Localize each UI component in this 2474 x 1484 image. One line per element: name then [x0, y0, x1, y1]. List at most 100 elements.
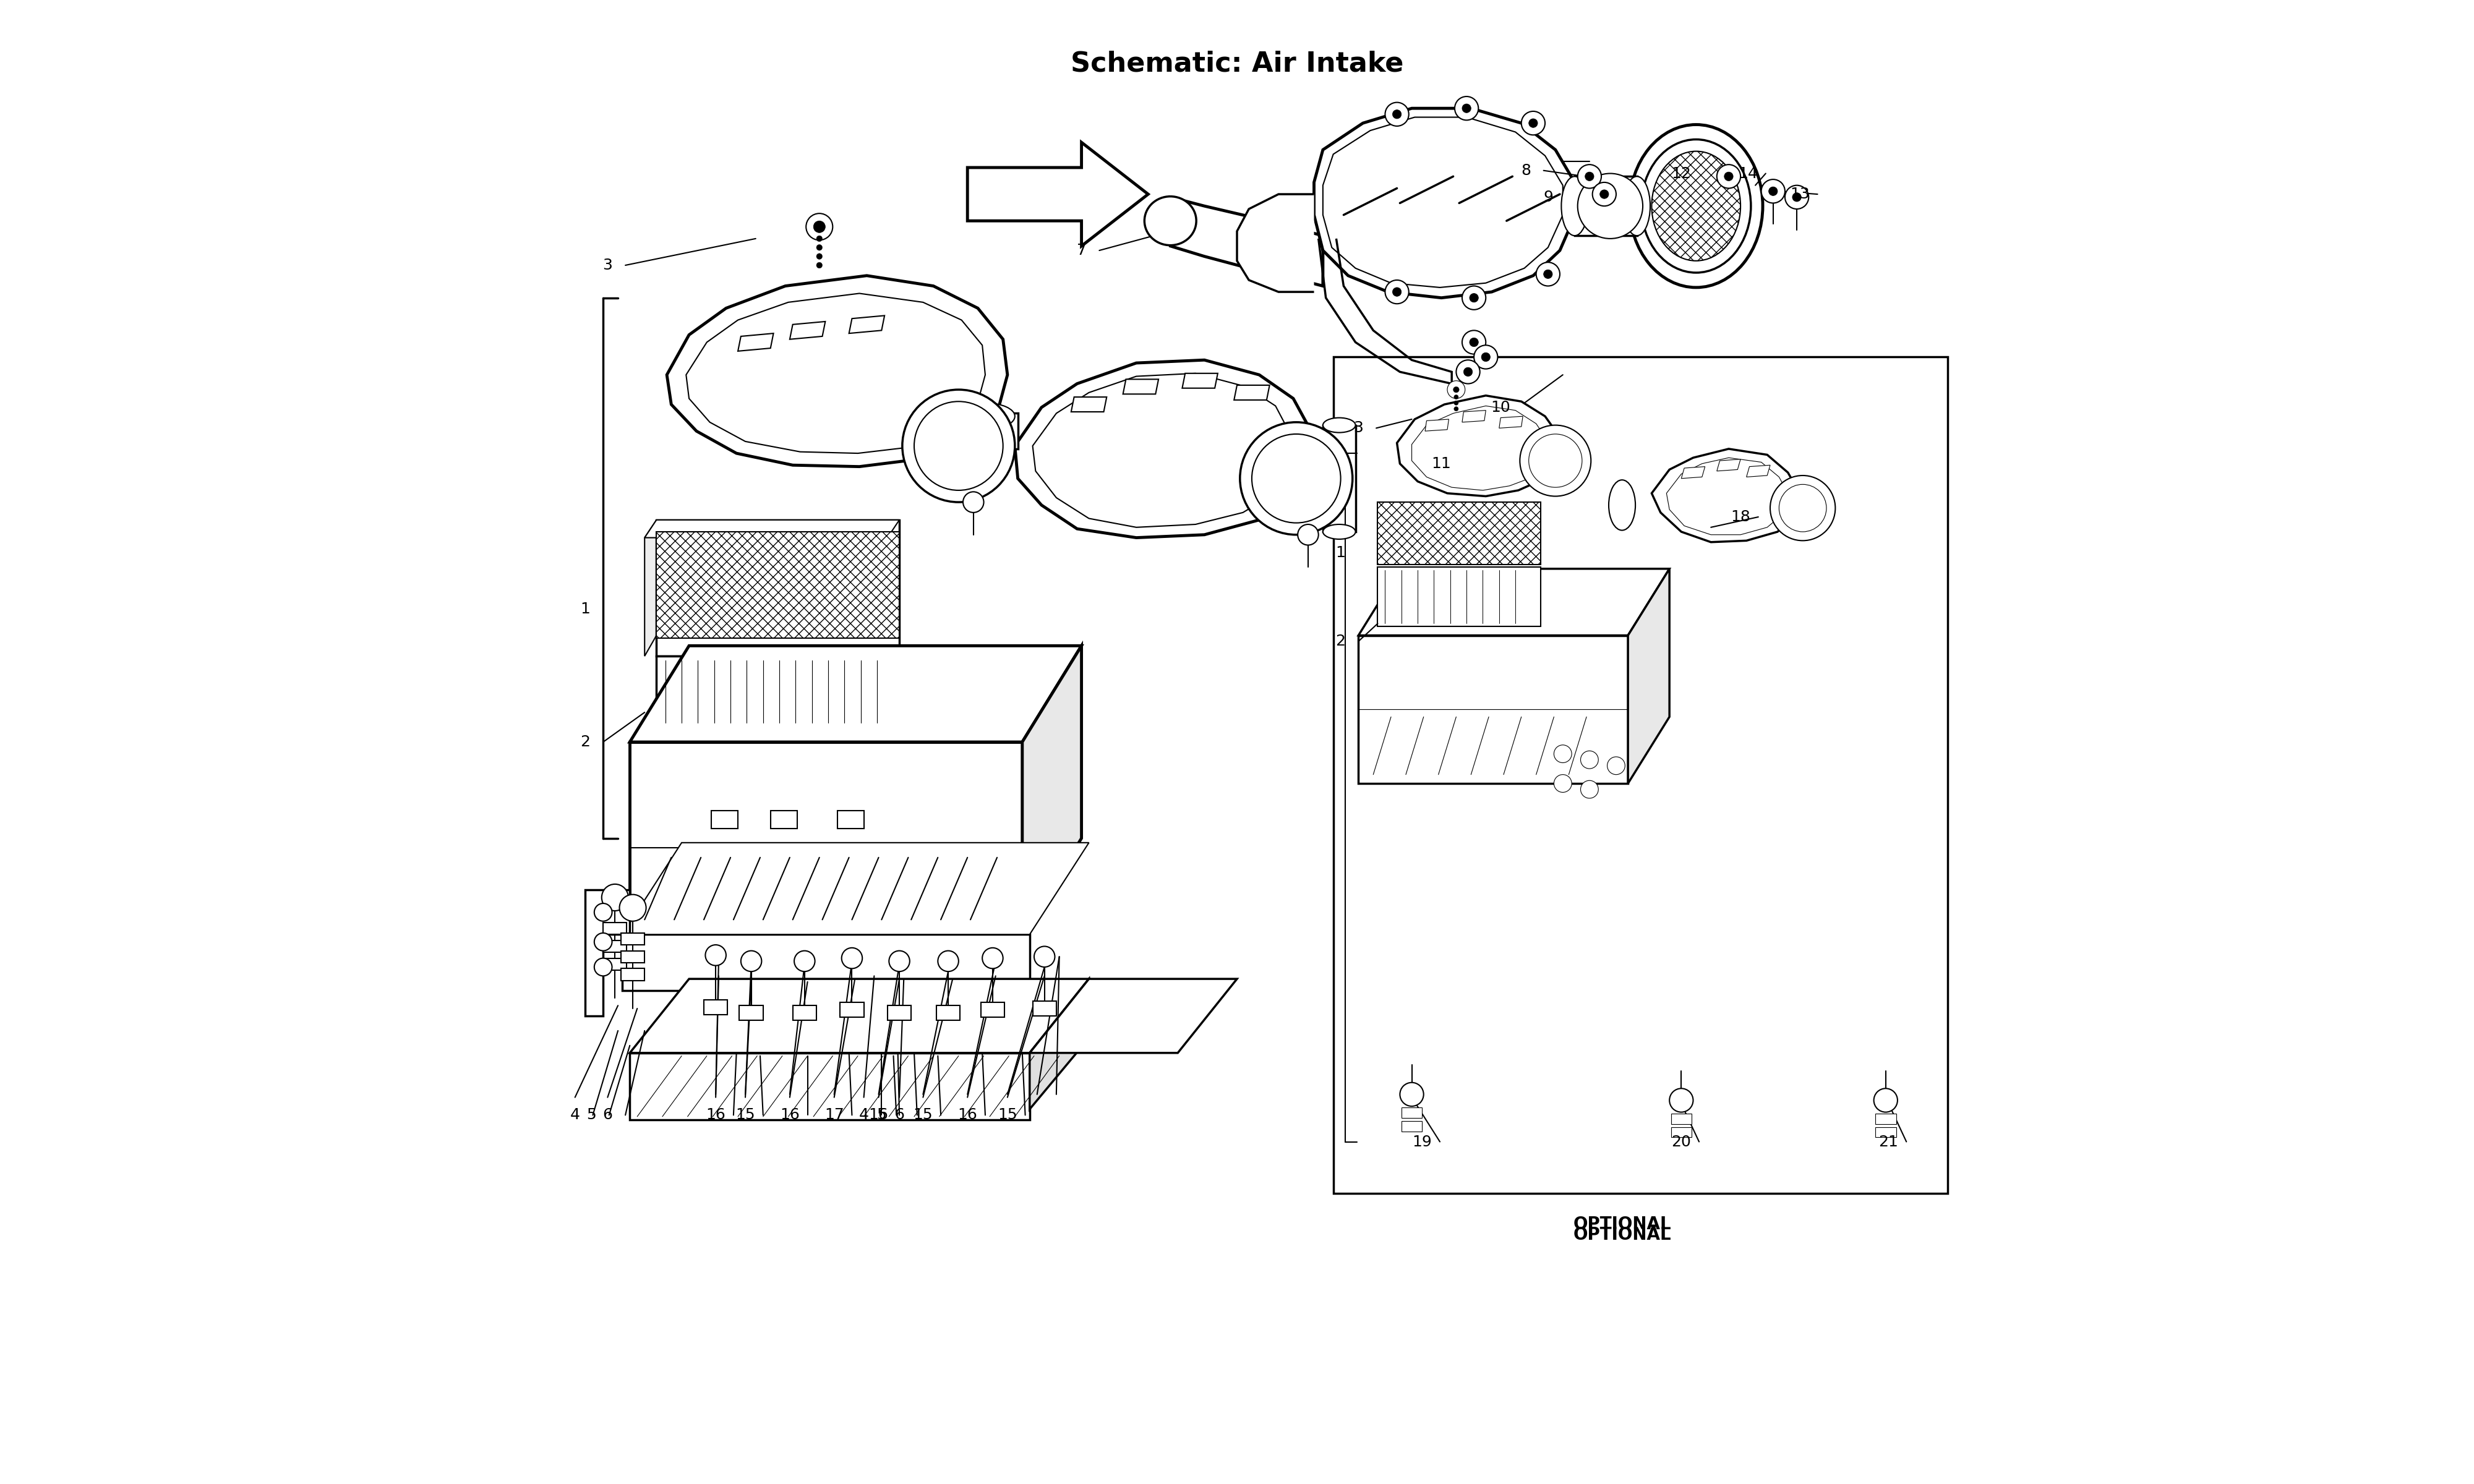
Polygon shape [1123, 380, 1158, 395]
Text: 15: 15 [997, 1107, 1017, 1122]
Circle shape [816, 245, 821, 251]
Circle shape [594, 933, 611, 951]
Circle shape [1873, 1088, 1898, 1112]
Text: 16: 16 [705, 1107, 725, 1122]
Bar [740, 1006, 762, 1021]
Polygon shape [1358, 568, 1670, 635]
Circle shape [1529, 119, 1539, 128]
Text: 6: 6 [604, 1107, 614, 1122]
Circle shape [1470, 294, 1479, 303]
Ellipse shape [1608, 479, 1635, 530]
Circle shape [1299, 524, 1319, 545]
Bar [841, 1003, 863, 1018]
Polygon shape [1183, 374, 1217, 389]
Polygon shape [1022, 646, 1081, 935]
Circle shape [1784, 186, 1808, 209]
Text: 16: 16 [868, 1107, 888, 1122]
Circle shape [1761, 180, 1784, 203]
Ellipse shape [1640, 139, 1752, 273]
Circle shape [1581, 781, 1598, 798]
Polygon shape [1314, 108, 1573, 298]
Bar [631, 742, 1022, 935]
Text: 8: 8 [1522, 163, 1531, 178]
Circle shape [888, 951, 910, 972]
Polygon shape [1573, 177, 1638, 236]
Circle shape [1554, 775, 1571, 792]
Circle shape [1385, 102, 1408, 126]
Bar [888, 1006, 910, 1021]
Circle shape [1393, 288, 1400, 297]
Circle shape [1544, 270, 1554, 279]
Bar [1400, 1107, 1423, 1117]
Circle shape [1578, 174, 1643, 239]
Polygon shape [789, 322, 826, 340]
Ellipse shape [955, 432, 1014, 459]
Bar [1333, 358, 1947, 1193]
Polygon shape [955, 414, 1017, 448]
Circle shape [1465, 368, 1472, 377]
Circle shape [1601, 190, 1608, 199]
Text: 2: 2 [581, 735, 591, 749]
Circle shape [1462, 104, 1472, 113]
Bar [621, 951, 646, 963]
Circle shape [816, 254, 821, 260]
Text: 16: 16 [779, 1107, 799, 1122]
Circle shape [601, 884, 628, 911]
Text: 2: 2 [1336, 634, 1346, 649]
Text: 13: 13 [1791, 187, 1808, 202]
Text: 10: 10 [1492, 401, 1512, 416]
Circle shape [841, 948, 863, 969]
Circle shape [903, 390, 1014, 502]
Bar [705, 1000, 727, 1015]
Circle shape [1400, 1082, 1423, 1106]
Polygon shape [1237, 194, 1314, 292]
Circle shape [962, 491, 985, 512]
Polygon shape [1029, 979, 1089, 1109]
Polygon shape [1717, 459, 1742, 470]
Polygon shape [1398, 396, 1559, 496]
Ellipse shape [1324, 524, 1356, 539]
Polygon shape [631, 1054, 1029, 1119]
Circle shape [814, 221, 826, 233]
Circle shape [1455, 395, 1457, 399]
Text: 15: 15 [735, 1107, 755, 1122]
Text: 6: 6 [896, 1107, 905, 1122]
Circle shape [618, 895, 646, 922]
Circle shape [1457, 361, 1479, 384]
Circle shape [816, 236, 821, 242]
Circle shape [1670, 1088, 1692, 1112]
Ellipse shape [1630, 125, 1764, 288]
Circle shape [1475, 346, 1497, 370]
Polygon shape [1747, 464, 1771, 476]
Polygon shape [1462, 411, 1487, 421]
Bar [1875, 1126, 1895, 1137]
Circle shape [938, 951, 957, 972]
Text: 16: 16 [957, 1107, 977, 1122]
Circle shape [1455, 96, 1479, 120]
Circle shape [1724, 172, 1734, 181]
Circle shape [1522, 111, 1546, 135]
Text: 4: 4 [858, 1107, 868, 1122]
Circle shape [1455, 401, 1457, 405]
Circle shape [1470, 338, 1479, 347]
Circle shape [1536, 263, 1559, 286]
Bar [1358, 635, 1628, 784]
Bar [1875, 1113, 1895, 1123]
Bar [792, 1006, 816, 1021]
Text: 4: 4 [569, 1107, 579, 1122]
Circle shape [1482, 353, 1489, 362]
Polygon shape [1499, 417, 1524, 427]
Bar [935, 1006, 960, 1021]
Bar [604, 923, 626, 935]
Text: 5: 5 [876, 1107, 886, 1122]
Bar [656, 531, 901, 638]
Bar [604, 959, 626, 971]
Bar [710, 810, 737, 828]
Circle shape [1393, 110, 1400, 119]
Bar [1670, 1126, 1692, 1137]
Ellipse shape [1623, 177, 1650, 236]
Circle shape [1462, 331, 1487, 355]
Text: 1: 1 [581, 601, 591, 616]
Circle shape [982, 948, 1002, 969]
Polygon shape [631, 979, 1089, 1054]
